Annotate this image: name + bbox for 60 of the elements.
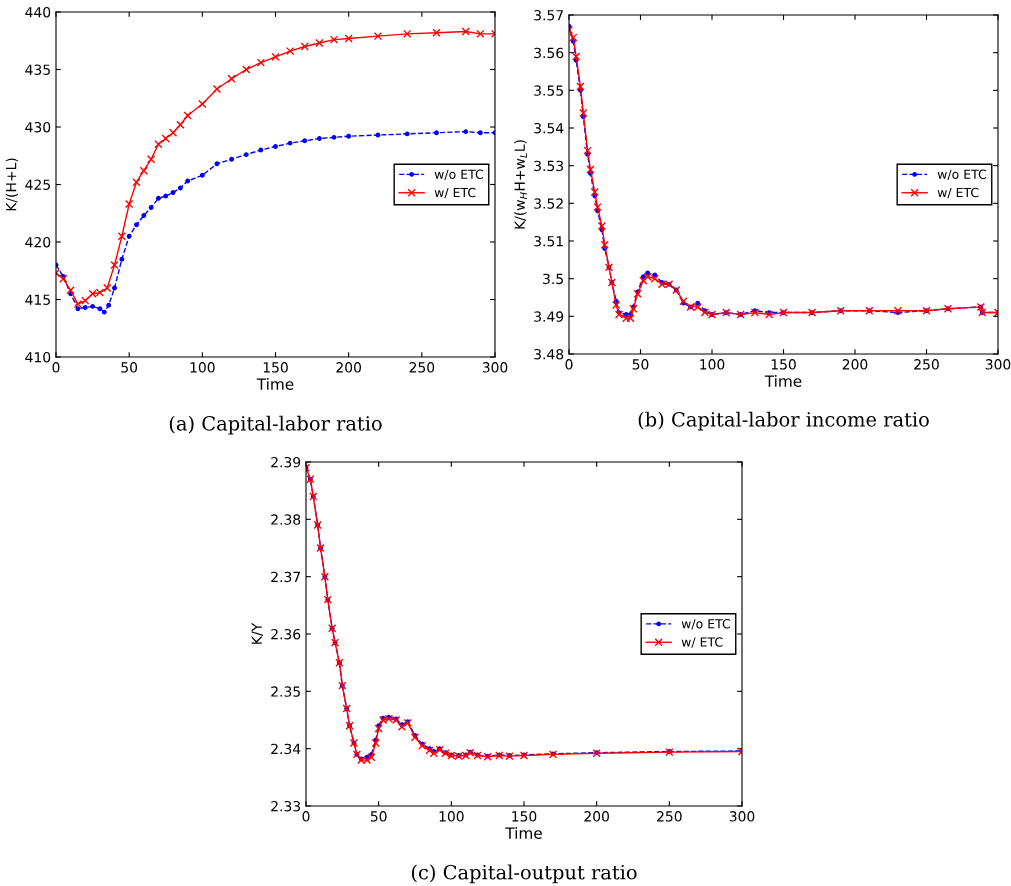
y-tick-label: 410 — [25, 351, 51, 363]
y-tick-label: 3.56 — [534, 47, 564, 59]
y-tick-label: 3.5 — [543, 273, 563, 285]
y-tick-label: 3.53 — [534, 160, 564, 172]
text: (c) Capital-output ratio — [411, 864, 637, 884]
x-tick-label: 250 — [657, 811, 682, 822]
y-axis-title: K/(H+L) — [5, 158, 19, 211]
x-tick-label: 200 — [336, 362, 361, 373]
y-tick-label: 3.57 — [534, 9, 563, 21]
y-tick-label: 3.49 — [534, 311, 564, 322]
y-tick-label: 420 — [25, 236, 51, 248]
y-tick-label: 435 — [25, 64, 50, 75]
y-tick-label: 3.52 — [534, 198, 563, 209]
y-tick-label: 2.33 — [271, 800, 301, 812]
x-tick-label: 300 — [729, 811, 755, 822]
x-tick-label: 0 — [302, 811, 310, 822]
y-tick-label: 3.55 — [534, 85, 563, 96]
x-tick-label: 150 — [263, 362, 288, 373]
legend-label: w/ ETC — [681, 637, 723, 648]
text: (a) Capital-labor ratio — [169, 415, 382, 435]
x-tick-label: 0 — [52, 362, 60, 373]
y-axis-title: K/(w$_{H}$H+w$_{L}$L) — [514, 140, 528, 229]
y-tick-label: 3.48 — [534, 348, 564, 360]
x-axis-title: Time — [505, 827, 542, 839]
legend-label: w/ ETC — [937, 187, 979, 199]
y-tick-label: 2.34 — [271, 743, 301, 755]
x-tick-label: 50 — [632, 359, 649, 370]
y-tick-label: 2.35 — [271, 686, 300, 697]
x-tick-label: 300 — [985, 359, 1011, 370]
y-tick-label: 440 — [25, 6, 51, 18]
x-tick-label: 150 — [512, 811, 537, 822]
x-tick-label: 250 — [409, 362, 435, 373]
text: (b) Capital-labor income ratio — [638, 411, 929, 431]
x-tick-label: 200 — [842, 359, 868, 370]
y-tick-label: 2.37 — [271, 571, 300, 583]
x-tick-label: 0 — [565, 359, 573, 370]
y-tick-label: 425 — [25, 179, 50, 190]
y-tick-label: 3.54 — [534, 122, 564, 134]
x-axis-title: Time — [764, 375, 802, 387]
x-axis-title: Time — [256, 378, 294, 390]
y-tick-label: 3.51 — [534, 235, 563, 247]
y-axis-title: K/Y — [251, 622, 264, 644]
legend-label: w/o ETC — [937, 169, 987, 180]
x-tick-label: 250 — [914, 359, 939, 370]
y-tick-label: 430 — [25, 121, 51, 133]
x-tick-label: 100 — [190, 362, 215, 373]
x-tick-label: 150 — [771, 359, 796, 370]
x-tick-label: 100 — [439, 811, 464, 822]
legend-label: w/ ETC — [434, 187, 476, 199]
legend-label: w/o ETC — [681, 619, 731, 630]
x-tick-label: 300 — [482, 362, 508, 373]
y-tick-label: 415 — [25, 294, 50, 305]
x-tick-label: 200 — [584, 811, 609, 822]
x-tick-label: 100 — [700, 359, 725, 370]
y-tick-label: 2.36 — [271, 628, 301, 640]
y-tick-label: 2.38 — [271, 514, 301, 525]
y-tick-label: 2.39 — [271, 456, 301, 468]
x-tick-label: 50 — [121, 362, 138, 373]
x-tick-label: 50 — [370, 811, 387, 822]
legend-label: w/o ETC — [434, 169, 484, 180]
